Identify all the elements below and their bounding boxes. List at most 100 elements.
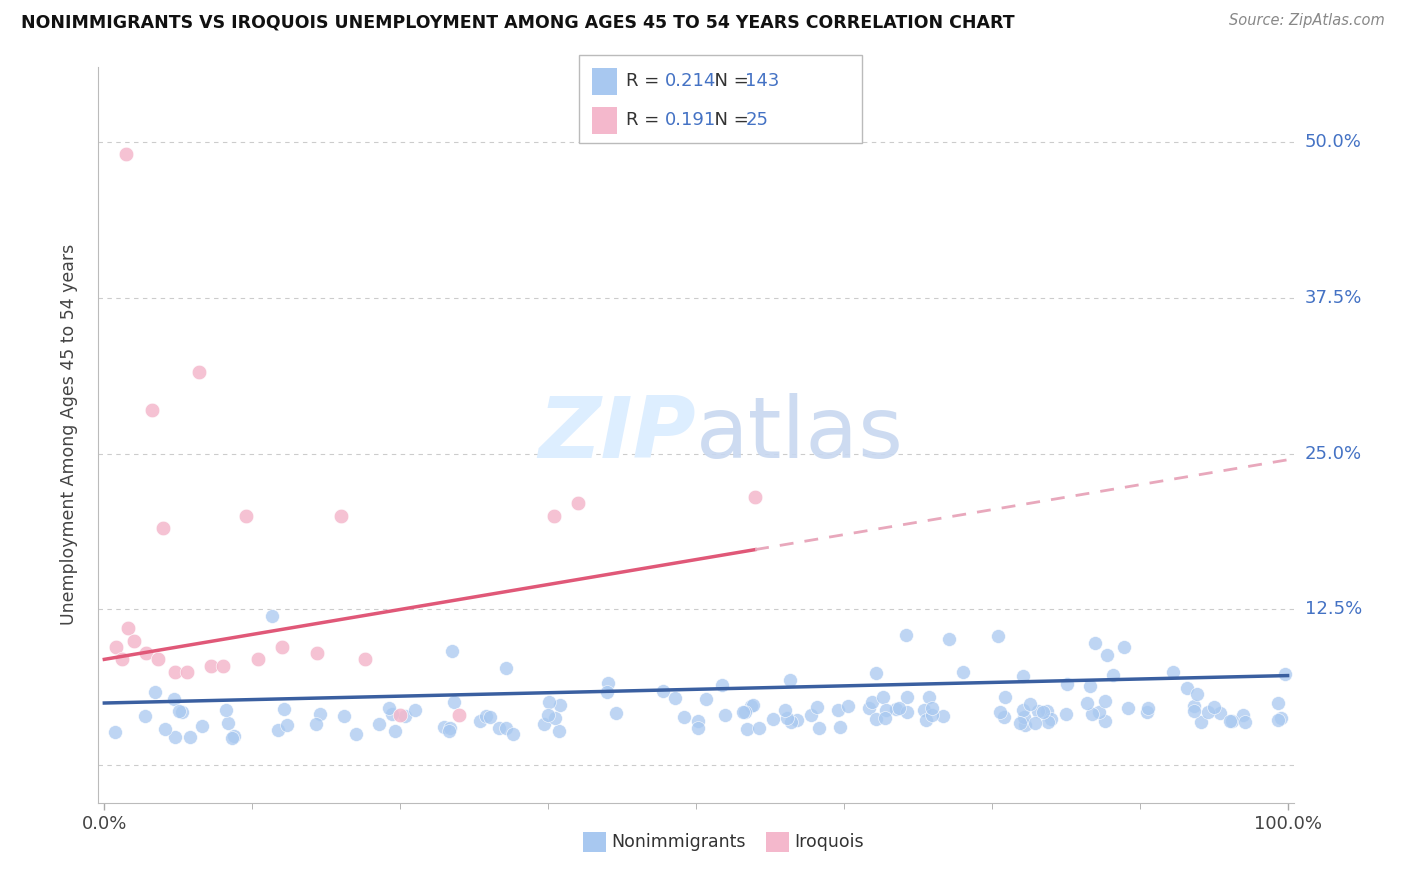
Point — [865, 713, 887, 727]
Point — [988, 705, 1011, 719]
Point — [163, 691, 186, 706]
Point — [394, 709, 416, 723]
Point — [1163, 665, 1185, 680]
Point — [105, 640, 128, 654]
Point — [544, 711, 567, 725]
Text: R =: R = — [626, 72, 665, 90]
Point — [104, 724, 127, 739]
Point — [146, 652, 169, 666]
Point — [1018, 697, 1040, 711]
Text: Source: ZipAtlas.com: Source: ZipAtlas.com — [1229, 13, 1385, 29]
Point — [439, 723, 461, 738]
Point — [384, 724, 406, 739]
Point — [1088, 705, 1111, 719]
Point — [247, 652, 270, 666]
Point — [432, 720, 454, 734]
Point — [537, 695, 560, 709]
Point — [389, 708, 412, 723]
Point — [368, 717, 391, 731]
Point — [740, 699, 762, 714]
Point — [1112, 640, 1135, 655]
Point — [1232, 707, 1254, 722]
Point — [780, 715, 803, 730]
Y-axis label: Unemployment Among Ages 45 to 54 years: Unemployment Among Ages 45 to 54 years — [59, 244, 77, 625]
Point — [921, 708, 943, 723]
Text: atlas: atlas — [696, 393, 904, 476]
Point — [143, 685, 166, 699]
Point — [172, 705, 194, 719]
Point — [710, 678, 733, 692]
Point — [865, 666, 887, 681]
Point — [938, 632, 960, 646]
Point — [1026, 704, 1049, 718]
Point — [188, 366, 211, 380]
Point — [1197, 705, 1219, 719]
Point — [333, 709, 356, 723]
Point — [550, 698, 572, 713]
Point — [134, 709, 156, 723]
Point — [1012, 669, 1035, 683]
Point — [1011, 703, 1033, 717]
Point — [873, 711, 896, 725]
Point — [1008, 716, 1031, 731]
Point — [1056, 677, 1078, 691]
Point — [1220, 714, 1243, 728]
Point — [993, 690, 1015, 705]
Point — [1081, 706, 1104, 721]
Text: ZIP: ZIP — [538, 393, 696, 476]
Point — [741, 698, 763, 712]
Text: 12.5%: 12.5% — [1305, 600, 1362, 618]
Point — [344, 726, 367, 740]
Text: 37.5%: 37.5% — [1305, 289, 1362, 307]
Text: 0.191: 0.191 — [665, 112, 716, 129]
Point — [875, 703, 897, 717]
Point — [270, 640, 292, 654]
Point — [921, 701, 943, 715]
Point — [114, 147, 136, 161]
Point — [260, 608, 283, 623]
Point — [860, 696, 883, 710]
Point — [537, 708, 560, 723]
Point — [1267, 713, 1289, 727]
Point — [886, 701, 908, 715]
Point — [775, 703, 797, 717]
Point — [896, 705, 918, 719]
Point — [596, 684, 619, 698]
Point — [894, 628, 917, 642]
Point — [1076, 696, 1098, 710]
Point — [1036, 704, 1059, 718]
Text: NONIMMIGRANTS VS IROQUOIS UNEMPLOYMENT AMONG AGES 45 TO 54 YEARS CORRELATION CHA: NONIMMIGRANTS VS IROQUOIS UNEMPLOYMENT A… — [21, 13, 1015, 31]
Text: N =: N = — [703, 72, 755, 90]
Point — [478, 710, 501, 724]
Point — [1097, 648, 1119, 663]
Point — [378, 701, 401, 715]
Point — [169, 704, 191, 718]
Point — [502, 727, 524, 741]
Point — [1274, 667, 1296, 681]
Point — [1036, 714, 1059, 729]
Text: 25.0%: 25.0% — [1305, 444, 1362, 463]
Point — [1024, 715, 1046, 730]
Point — [1182, 704, 1205, 718]
Point — [1182, 698, 1205, 713]
Point — [111, 652, 134, 666]
Point — [222, 729, 245, 743]
Point — [1014, 718, 1036, 732]
Text: R =: R = — [626, 112, 671, 129]
Point — [474, 708, 496, 723]
Point — [267, 723, 290, 738]
Point — [1270, 711, 1292, 725]
Point — [889, 701, 911, 715]
Point — [141, 403, 163, 417]
Point — [217, 716, 239, 731]
Point — [695, 691, 717, 706]
Point — [837, 699, 859, 714]
Point — [152, 521, 174, 535]
Point — [952, 665, 974, 680]
Point — [1202, 700, 1225, 714]
Point — [1136, 706, 1159, 720]
Point — [775, 711, 797, 725]
Text: N =: N = — [703, 112, 761, 129]
Point — [381, 706, 404, 721]
Point — [488, 721, 510, 735]
